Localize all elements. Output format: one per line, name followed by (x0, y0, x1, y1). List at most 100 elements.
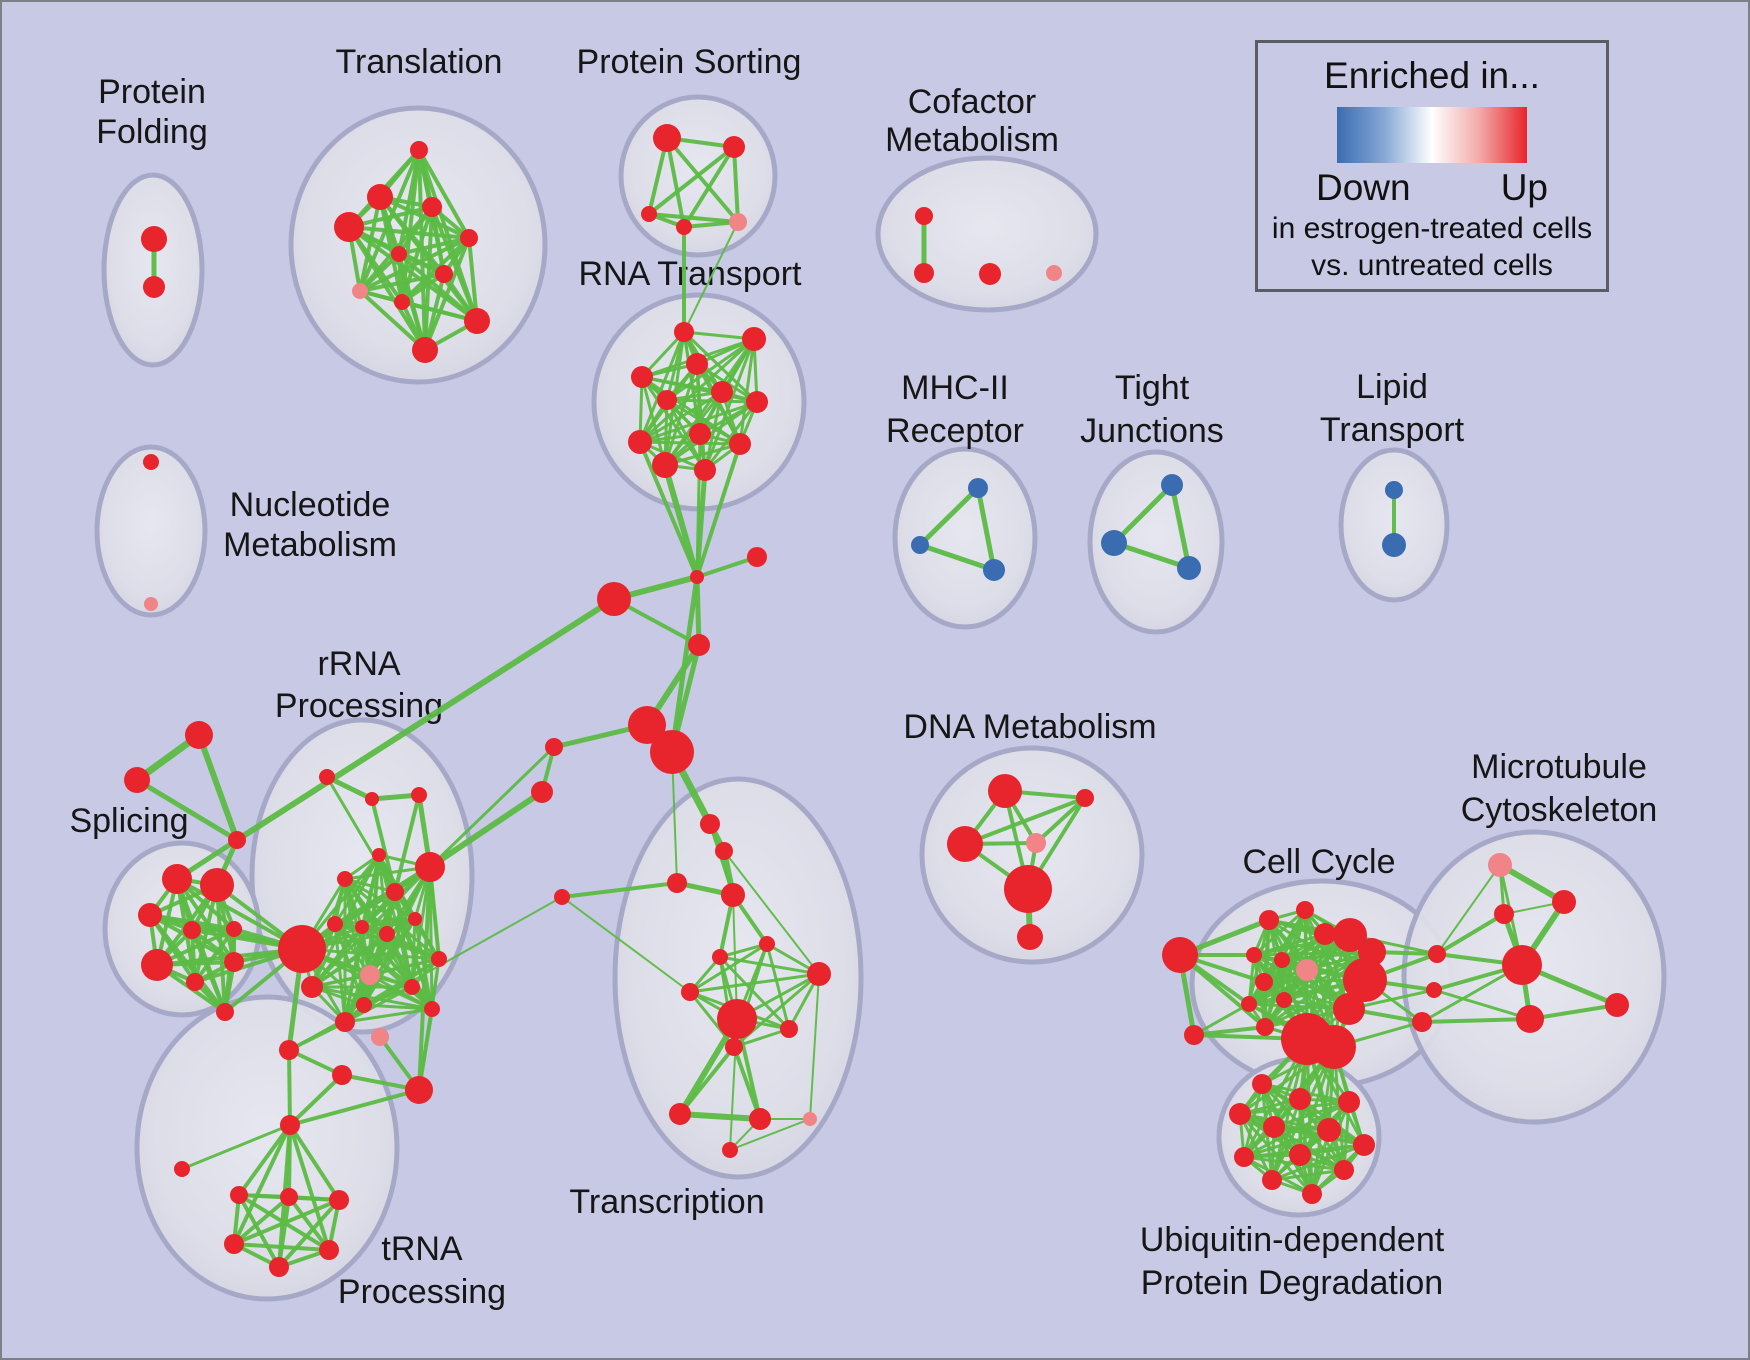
node-q5[interactable] (337, 871, 353, 887)
node-q24[interactable] (424, 1001, 440, 1017)
node-c3[interactable] (1259, 910, 1279, 930)
node-c4[interactable] (1296, 901, 1314, 919)
node-b6[interactable] (1317, 1118, 1341, 1142)
node-n5[interactable] (329, 1190, 349, 1210)
node-t7[interactable] (435, 265, 453, 283)
node-ps2[interactable] (723, 136, 745, 158)
node-cm2[interactable] (914, 263, 934, 283)
node-n2[interactable] (174, 1161, 190, 1177)
node-t5[interactable] (460, 229, 478, 247)
node-m1[interactable] (747, 547, 767, 567)
node-d3[interactable] (947, 826, 983, 862)
node-r5[interactable] (657, 390, 677, 410)
node-q8[interactable] (355, 920, 369, 934)
node-b9[interactable] (1289, 1144, 1311, 1166)
node-s6[interactable] (141, 949, 173, 981)
node-cm1[interactable] (915, 207, 933, 225)
node-t11[interactable] (412, 337, 438, 363)
node-u1[interactable] (1488, 853, 1512, 877)
node-r1[interactable] (674, 322, 694, 342)
node-s9[interactable] (216, 1003, 234, 1021)
node-mh3[interactable] (983, 559, 1005, 581)
node-m3[interactable] (688, 634, 710, 656)
node-q19[interactable] (332, 1065, 352, 1085)
node-c6[interactable] (1333, 918, 1367, 952)
node-ps1[interactable] (653, 124, 681, 152)
node-r10[interactable] (729, 433, 751, 455)
node-r12[interactable] (694, 459, 716, 481)
node-b10[interactable] (1334, 1160, 1354, 1180)
node-t4[interactable] (334, 212, 364, 242)
node-d1[interactable] (988, 774, 1022, 808)
node-d5[interactable] (1004, 865, 1052, 913)
node-q13[interactable] (431, 951, 447, 967)
node-q3[interactable] (411, 787, 427, 803)
node-tc3[interactable] (667, 873, 687, 893)
node-q11[interactable] (386, 883, 404, 901)
node-c10[interactable] (1296, 959, 1318, 981)
node-x10[interactable] (803, 1112, 817, 1126)
node-t8[interactable] (352, 283, 368, 299)
node-x6[interactable] (780, 1020, 798, 1038)
node-c5[interactable] (1314, 923, 1336, 945)
node-rb[interactable] (278, 925, 326, 973)
node-n7[interactable] (269, 1257, 289, 1277)
node-b4[interactable] (1229, 1103, 1251, 1125)
node-t3[interactable] (422, 197, 442, 217)
node-x8[interactable] (669, 1103, 691, 1125)
node-b1[interactable] (1252, 1074, 1272, 1094)
node-a1[interactable] (185, 721, 213, 749)
node-pf1[interactable] (141, 226, 167, 252)
node-nm2[interactable] (144, 597, 158, 611)
node-c1[interactable] (1162, 937, 1198, 973)
node-u4[interactable] (1502, 945, 1542, 985)
node-cm4[interactable] (1046, 265, 1062, 281)
node-b5[interactable] (1263, 1116, 1285, 1138)
node-q7[interactable] (327, 916, 343, 932)
node-d2[interactable] (1076, 789, 1094, 807)
node-q9[interactable] (379, 926, 395, 942)
node-n1[interactable] (280, 1115, 300, 1135)
node-b8[interactable] (1234, 1147, 1254, 1167)
node-tj3[interactable] (1177, 556, 1201, 580)
node-t9[interactable] (394, 294, 410, 310)
node-tj2[interactable] (1101, 530, 1127, 556)
node-q10[interactable] (408, 912, 422, 926)
node-t10[interactable] (464, 308, 490, 334)
node-r9[interactable] (689, 423, 711, 445)
node-q16[interactable] (371, 1028, 389, 1046)
node-x7[interactable] (725, 1038, 743, 1056)
node-q6[interactable] (415, 852, 445, 882)
node-l2[interactable] (531, 781, 553, 803)
node-b2[interactable] (1289, 1088, 1311, 1110)
node-q12[interactable] (360, 965, 380, 985)
node-c11[interactable] (1255, 973, 1273, 991)
node-c18[interactable] (1312, 1025, 1356, 1069)
node-r4[interactable] (631, 366, 653, 388)
node-nm1[interactable] (143, 454, 159, 470)
node-d4[interactable] (1026, 833, 1046, 853)
node-c21[interactable] (1412, 1012, 1432, 1032)
node-u5[interactable] (1516, 1005, 1544, 1033)
node-t1[interactable] (410, 141, 428, 159)
node-n4[interactable] (280, 1188, 298, 1206)
node-l1[interactable] (545, 738, 563, 756)
node-ps5[interactable] (729, 213, 747, 231)
node-s3[interactable] (138, 903, 162, 927)
node-lp2[interactable] (1382, 533, 1406, 557)
node-q2[interactable] (365, 792, 379, 806)
node-q17[interactable] (279, 1040, 299, 1060)
node-s2[interactable] (200, 868, 234, 902)
node-t2[interactable] (367, 184, 393, 210)
node-q14[interactable] (356, 997, 372, 1013)
node-c8[interactable] (1246, 947, 1262, 963)
node-r3[interactable] (686, 353, 708, 375)
node-q20[interactable] (405, 1076, 433, 1104)
node-mh2[interactable] (911, 536, 929, 554)
node-b11[interactable] (1262, 1170, 1282, 1190)
node-j1[interactable] (690, 570, 704, 584)
node-h1[interactable] (628, 706, 666, 744)
node-a2[interactable] (124, 767, 150, 793)
node-b7[interactable] (1353, 1134, 1375, 1156)
node-x11[interactable] (722, 1142, 738, 1158)
